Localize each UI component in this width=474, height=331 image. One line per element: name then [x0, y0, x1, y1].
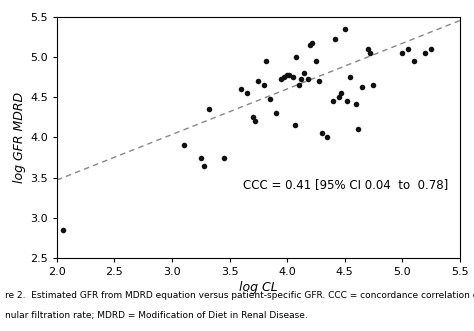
- Point: [205, 107, 213, 112]
- Point: [335, 94, 343, 100]
- Point: [404, 46, 412, 51]
- Point: [370, 82, 377, 88]
- Point: [249, 115, 256, 120]
- Point: [324, 135, 331, 140]
- Text: re 2.  Estimated GFR from MDRD equation versus patient-specific GFR. CCC = conco: re 2. Estimated GFR from MDRD equation v…: [5, 291, 474, 300]
- Point: [421, 50, 429, 56]
- Point: [341, 26, 348, 31]
- Point: [251, 118, 259, 124]
- Point: [266, 96, 273, 101]
- Point: [309, 40, 316, 46]
- Point: [337, 90, 345, 96]
- Point: [283, 73, 291, 78]
- Point: [243, 90, 251, 96]
- Point: [343, 99, 351, 104]
- Point: [427, 46, 435, 51]
- Point: [332, 36, 339, 42]
- Point: [318, 131, 326, 136]
- Point: [292, 54, 300, 60]
- Point: [260, 82, 268, 88]
- Point: [306, 42, 314, 47]
- Point: [289, 74, 297, 80]
- Point: [358, 85, 366, 90]
- Point: [410, 58, 418, 64]
- Point: [180, 143, 187, 148]
- Point: [366, 50, 374, 56]
- Point: [263, 58, 270, 64]
- Point: [304, 77, 311, 82]
- Point: [301, 70, 308, 75]
- Point: [346, 74, 354, 80]
- Point: [255, 78, 262, 84]
- Point: [316, 78, 323, 84]
- Point: [312, 58, 319, 64]
- Point: [278, 77, 285, 82]
- Point: [329, 99, 337, 104]
- Point: [197, 155, 205, 160]
- Text: nular filtration rate; MDRD = Modification of Diet in Renal Disease.: nular filtration rate; MDRD = Modificati…: [5, 311, 308, 320]
- Text: CCC = 0.41 [95% CI 0.04  to  0.78]: CCC = 0.41 [95% CI 0.04 to 0.78]: [243, 177, 448, 191]
- Point: [280, 74, 287, 80]
- Point: [272, 111, 279, 116]
- Point: [220, 155, 228, 160]
- Point: [59, 227, 66, 233]
- Point: [295, 82, 302, 88]
- Point: [364, 46, 372, 51]
- Point: [292, 123, 299, 128]
- Point: [297, 77, 305, 82]
- Point: [352, 101, 360, 106]
- Point: [399, 50, 406, 56]
- Point: [286, 73, 293, 78]
- Point: [237, 86, 245, 92]
- Point: [201, 163, 208, 168]
- X-axis label: log CL: log CL: [239, 281, 278, 294]
- Point: [355, 127, 362, 132]
- Y-axis label: log GFR MDRD: log GFR MDRD: [13, 92, 26, 183]
